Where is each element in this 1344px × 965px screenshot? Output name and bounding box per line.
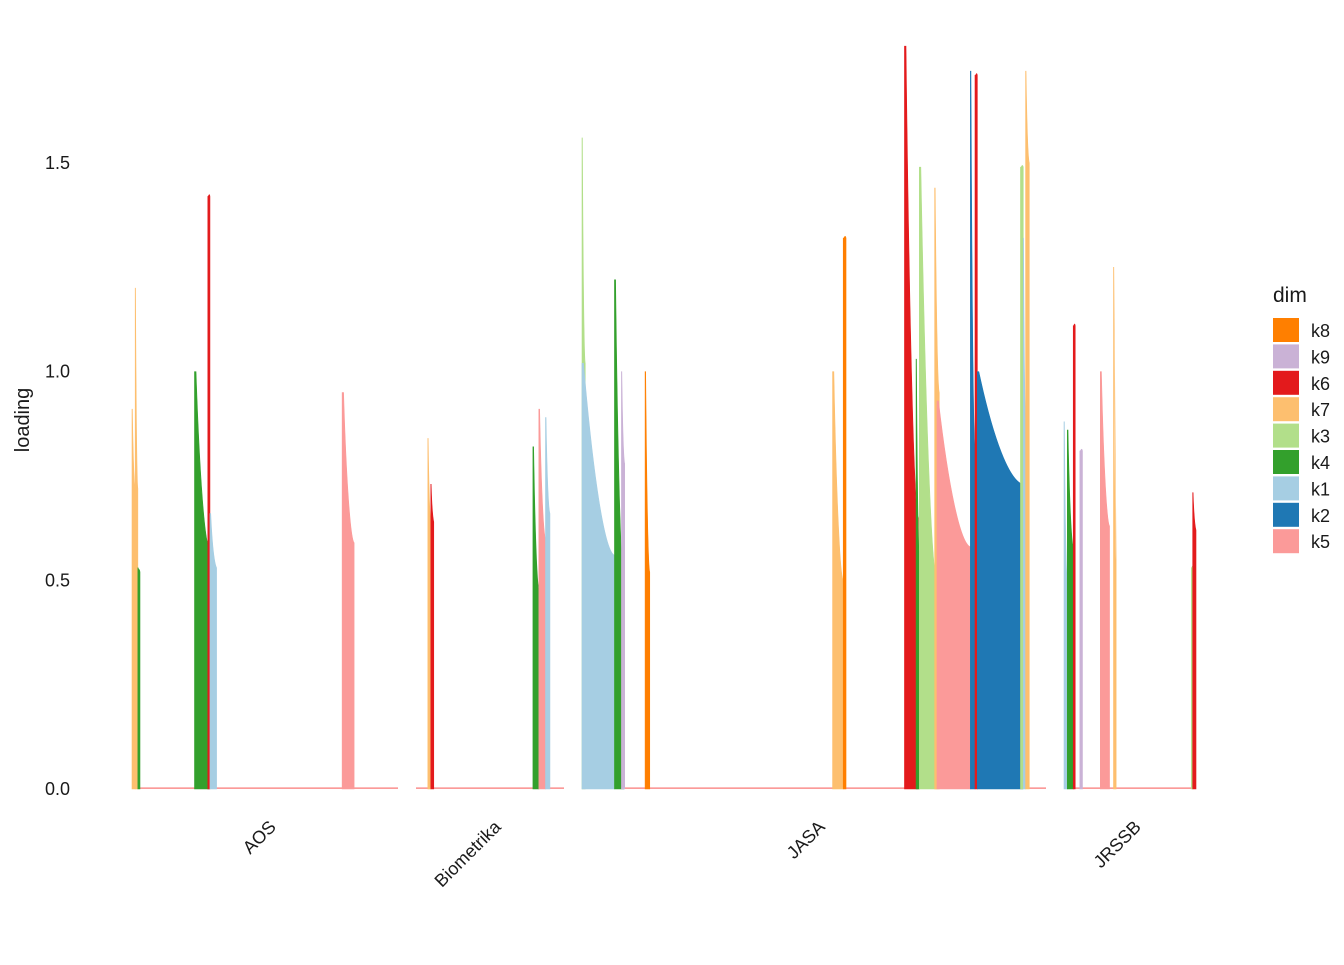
bar-group-aos-k7-0 — [131, 408, 136, 790]
x-tick-label-aos: AOS — [239, 817, 280, 858]
legend-swatch-k8 — [1273, 318, 1299, 342]
bar-group-jasa-k1-16 — [1022, 237, 1026, 790]
bar-group-jasa-k3-15 — [1020, 165, 1024, 790]
legend-label-k8: k8 — [1311, 321, 1330, 341]
baseline-bars — [1064, 787, 1196, 789]
baseline-bars — [416, 787, 564, 789]
y-tick-label: 0.5 — [45, 570, 70, 590]
y-axis: 0.0 0.5 1.0 1.5 — [45, 153, 70, 799]
bar-group-jasa-k1-1 — [581, 363, 615, 790]
facet-biometrika — [416, 408, 564, 790]
legend-swatch-k3 — [1273, 423, 1299, 448]
bar-group-jrssb-k7-5 — [1113, 267, 1117, 790]
bar-group-biometrika-k6-1 — [430, 484, 435, 790]
legend-title: dim — [1273, 284, 1307, 307]
facet-jrssb — [1063, 267, 1197, 790]
legend-label-k2: k2 — [1311, 506, 1330, 526]
bar-group-aos-k1-5 — [209, 513, 217, 790]
bar-group-jrssb-k4-1 — [1067, 429, 1074, 790]
facet-aos — [131, 194, 398, 790]
legend-label-k1: k1 — [1311, 479, 1330, 499]
bar-group-jasa-k8-4 — [644, 371, 651, 790]
bar-group-jrssb-k6-2 — [1072, 323, 1076, 790]
legend-label-k5: k5 — [1311, 532, 1330, 552]
bar-group-jasa-k7-5 — [832, 371, 844, 790]
bar-group-jasa-k2-14 — [977, 371, 1024, 790]
legend-swatch-k9 — [1273, 344, 1299, 369]
bar-group-aos-k4-3 — [194, 371, 210, 790]
facet-jasa — [581, 45, 1046, 790]
legend-swatch-k5 — [1273, 529, 1299, 554]
baseline-bars — [582, 787, 1046, 789]
bar-group-jrssb-k6-7 — [1192, 492, 1197, 790]
y-tick-label: 0.0 — [45, 779, 70, 799]
bar-group-jasa-k4-8 — [915, 358, 920, 790]
legend-swatch-k6 — [1273, 370, 1299, 395]
bar-group-biometrika-k1-4 — [545, 417, 551, 790]
bar-group-jasa-k6-13 — [974, 73, 978, 790]
legend-swatch-k7 — [1273, 397, 1299, 422]
bar-group-aos-k6-4 — [207, 194, 211, 790]
legend-label-k4: k4 — [1311, 453, 1330, 473]
bar-group-aos-k7-1 — [134, 287, 139, 790]
bar-group-aos-k5-6 — [341, 392, 355, 790]
x-axis: AOS Biometrika JASA JRSSB — [239, 816, 1145, 891]
y-tick-label: 1.0 — [45, 362, 70, 382]
bar-group-biometrika-k5-3 — [538, 408, 546, 790]
legend-label-k3: k3 — [1311, 427, 1330, 447]
bar-group-biometrika-k7-0 — [427, 438, 432, 790]
legend-swatch-k2 — [1273, 502, 1299, 527]
legend-label-k7: k7 — [1311, 400, 1330, 420]
bar-group-jasa-k5-11 — [936, 400, 971, 790]
x-tick-label-biometrika: Biometrika — [431, 816, 506, 891]
y-tick-label: 1.5 — [45, 153, 70, 173]
bar-group-jasa-k8-6 — [842, 236, 847, 790]
bar-group-jrssb-k5-4 — [1100, 371, 1110, 790]
plot-area — [131, 45, 1197, 790]
bar-group-jasa-k2-12 — [970, 70, 976, 790]
x-tick-label-jrssb: JRSSB — [1090, 817, 1145, 872]
y-axis-title: loading — [12, 388, 34, 453]
bar-group-aos-k4-2 — [137, 567, 141, 790]
x-tick-label-jasa: JASA — [783, 817, 829, 863]
legend-label-k6: k6 — [1311, 374, 1330, 394]
legend-swatch-k1 — [1273, 476, 1299, 501]
bar-group-jrssb-k1-0 — [1063, 421, 1068, 790]
legend-label-k9: k9 — [1311, 347, 1330, 367]
bar-group-jrssb-k9-3 — [1079, 448, 1083, 790]
bar-group-jasa-k3-9 — [919, 166, 938, 790]
bar-group-jasa-k9-3 — [621, 371, 625, 790]
baseline-bars — [132, 787, 398, 789]
bar-group-jasa-k7-17 — [1025, 70, 1030, 790]
bar-group-biometrika-k4-2 — [532, 446, 540, 790]
legend-swatch-k4 — [1273, 450, 1299, 474]
